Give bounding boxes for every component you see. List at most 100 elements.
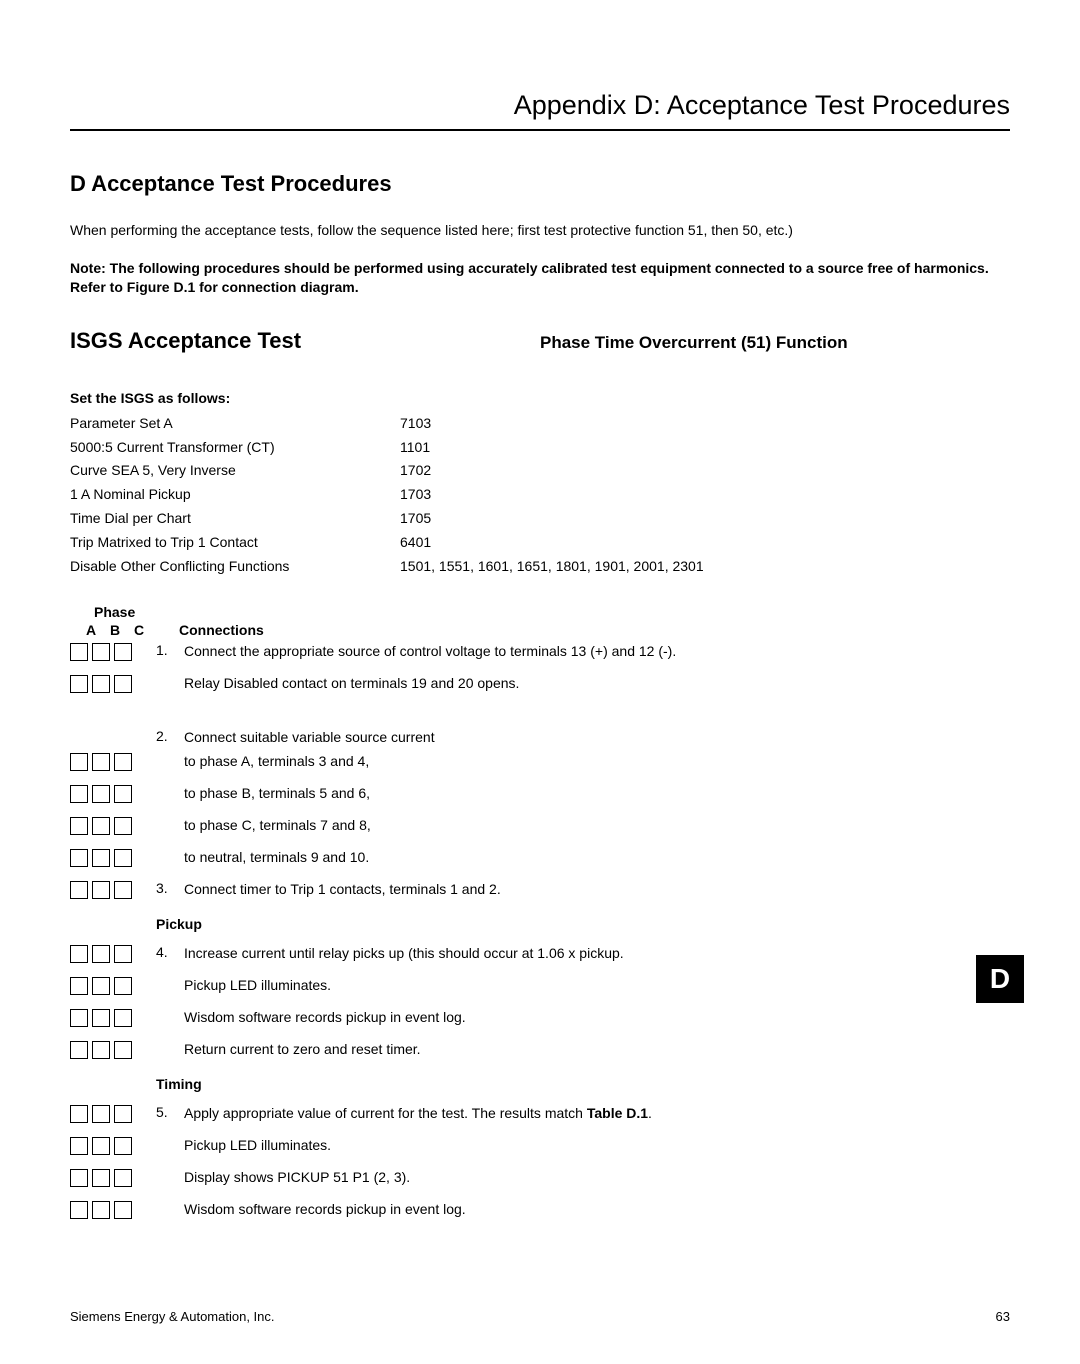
checkbox[interactable]	[70, 945, 88, 963]
test-name: ISGS Acceptance Test	[70, 328, 540, 354]
checkbox[interactable]	[114, 817, 132, 835]
step-text: Connect timer to Trip 1 contacts, termin…	[184, 880, 501, 900]
setting-value: 1501, 1551, 1601, 1651, 1801, 1901, 2001…	[400, 555, 704, 579]
checkbox[interactable]	[114, 1169, 132, 1187]
step-row: to phase A, terminals 3 and 4,	[70, 752, 1010, 774]
setting-label: Time Dial per Chart	[70, 507, 400, 531]
checkbox[interactable]	[70, 977, 88, 995]
footer-company: Siemens Energy & Automation, Inc.	[70, 1309, 275, 1324]
checkbox[interactable]	[70, 1169, 88, 1187]
checkbox[interactable]	[92, 849, 110, 867]
step-row: Wisdom software records pickup in event …	[70, 1008, 1010, 1030]
step-row: Display shows PICKUP 51 P1 (2, 3).	[70, 1168, 1010, 1190]
setting-value: 1703	[400, 483, 431, 507]
step-text: to phase B, terminals 5 and 6,	[184, 784, 370, 804]
step-text: Connect the appropriate source of contro…	[184, 642, 676, 662]
checkbox[interactable]	[92, 1201, 110, 1219]
checkbox[interactable]	[70, 1201, 88, 1219]
step-text: to neutral, terminals 9 and 10.	[184, 848, 369, 868]
step-row: 4. Increase current until relay picks up…	[70, 944, 1010, 966]
checkbox[interactable]	[92, 881, 110, 899]
checkbox[interactable]	[114, 1201, 132, 1219]
checkbox[interactable]	[114, 785, 132, 803]
checkbox[interactable]	[70, 785, 88, 803]
checkbox[interactable]	[92, 1105, 110, 1123]
step-row: Wisdom software records pickup in event …	[70, 1200, 1010, 1222]
step-text: Connect suitable variable source current	[184, 728, 435, 748]
setting-value: 7103	[400, 412, 431, 436]
phase-columns: A B C Connections	[70, 622, 1010, 638]
checkbox[interactable]	[70, 1137, 88, 1155]
step-row: 1. Connect the appropriate source of con…	[70, 642, 1010, 664]
checkbox[interactable]	[114, 977, 132, 995]
timing-heading: Timing	[156, 1076, 1010, 1092]
setting-label: Parameter Set A	[70, 412, 400, 436]
intro-paragraph: When performing the acceptance tests, fo…	[70, 221, 1010, 241]
checkbox[interactable]	[114, 945, 132, 963]
step-row: to phase B, terminals 5 and 6,	[70, 784, 1010, 806]
step-number: 2.	[156, 728, 184, 744]
note-paragraph: Note: The following procedures should be…	[70, 259, 1010, 298]
step-row: 3. Connect timer to Trip 1 contacts, ter…	[70, 880, 1010, 902]
setting-label: 1 A Nominal Pickup	[70, 483, 400, 507]
step-row: to neutral, terminals 9 and 10.	[70, 848, 1010, 870]
step-number: 3.	[156, 880, 184, 896]
checkbox[interactable]	[92, 945, 110, 963]
step-row: Pickup LED illuminates.	[70, 1136, 1010, 1158]
step-text: Increase current until relay picks up (t…	[184, 944, 624, 964]
connections-heading: Connections	[179, 622, 264, 638]
checkbox[interactable]	[92, 1009, 110, 1027]
checkbox[interactable]	[92, 643, 110, 661]
checkbox[interactable]	[92, 675, 110, 693]
phase-label: Phase	[94, 604, 1010, 620]
setting-value: 1101	[400, 436, 430, 460]
checkbox[interactable]	[114, 1105, 132, 1123]
pickup-heading: Pickup	[156, 916, 1010, 932]
checkbox[interactable]	[92, 785, 110, 803]
step-text: to phase A, terminals 3 and 4,	[184, 752, 369, 772]
step-text: Relay Disabled contact on terminals 19 a…	[184, 674, 519, 694]
step-row: 2. Connect suitable variable source curr…	[70, 728, 1010, 750]
step-number: 1.	[156, 642, 184, 658]
checkbox[interactable]	[92, 1041, 110, 1059]
checkbox[interactable]	[70, 753, 88, 771]
checkbox[interactable]	[114, 643, 132, 661]
checkbox[interactable]	[114, 849, 132, 867]
checkbox[interactable]	[114, 1137, 132, 1155]
checkbox[interactable]	[70, 675, 88, 693]
checkbox[interactable]	[114, 675, 132, 693]
checkbox[interactable]	[114, 1041, 132, 1059]
checkbox[interactable]	[92, 753, 110, 771]
checkbox[interactable]	[92, 1137, 110, 1155]
checkbox[interactable]	[70, 643, 88, 661]
side-tab: D	[976, 955, 1024, 1003]
footer-page-number: 63	[996, 1309, 1010, 1324]
checkbox[interactable]	[92, 1169, 110, 1187]
checkbox[interactable]	[114, 753, 132, 771]
section-heading: D Acceptance Test Procedures	[70, 171, 1010, 197]
step-row: Pickup LED illuminates.	[70, 976, 1010, 998]
checkbox[interactable]	[114, 881, 132, 899]
checkbox[interactable]	[92, 977, 110, 995]
setting-label: 5000:5 Current Transformer (CT)	[70, 436, 400, 460]
checkbox[interactable]	[70, 1041, 88, 1059]
checkbox[interactable]	[70, 817, 88, 835]
step-number: 5.	[156, 1104, 184, 1120]
settings-heading: Set the ISGS as follows:	[70, 390, 1010, 406]
checkbox[interactable]	[92, 817, 110, 835]
step-text: Return current to zero and reset timer.	[184, 1040, 421, 1060]
appendix-title-bar: Appendix D: Acceptance Test Procedures	[70, 90, 1010, 131]
phase-b: B	[103, 622, 127, 638]
table-ref: Table D.1	[587, 1105, 648, 1121]
setting-label: Disable Other Conflicting Functions	[70, 555, 400, 579]
checkbox[interactable]	[70, 1105, 88, 1123]
checkbox[interactable]	[70, 849, 88, 867]
step-text: Pickup LED illuminates.	[184, 1136, 331, 1156]
step-text: Pickup LED illuminates.	[184, 976, 331, 996]
step-row: Relay Disabled contact on terminals 19 a…	[70, 674, 1010, 696]
checkbox[interactable]	[114, 1009, 132, 1027]
setting-label: Trip Matrixed to Trip 1 Contact	[70, 531, 400, 555]
step-text: Wisdom software records pickup in event …	[184, 1008, 466, 1028]
checkbox[interactable]	[70, 881, 88, 899]
checkbox[interactable]	[70, 1009, 88, 1027]
